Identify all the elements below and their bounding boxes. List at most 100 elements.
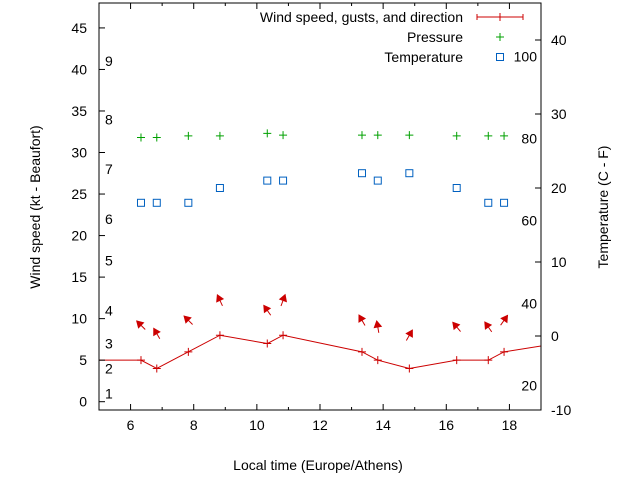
- wind-direction-arrow: [484, 321, 493, 333]
- fahrenheit-label: 20: [521, 378, 537, 394]
- arrow-head: [452, 321, 461, 331]
- arrow-head: [278, 293, 287, 303]
- legend-wind-marker: [496, 13, 504, 21]
- temperature-point: [215, 184, 224, 192]
- y-tick-label: 40: [71, 61, 87, 77]
- y2-tick-label: 20: [551, 180, 567, 196]
- pressure-point: [215, 131, 224, 140]
- beaufort-label: 1: [105, 385, 113, 401]
- y2-axis-label: Temperature (C - F): [595, 146, 611, 269]
- y-tick-label: 25: [71, 186, 87, 202]
- beaufort-label: 3: [105, 336, 113, 352]
- y-tick-label: 20: [71, 228, 87, 244]
- wind-direction-arrow: [153, 327, 161, 340]
- legend-label: Pressure: [407, 29, 463, 45]
- arrow-head: [183, 315, 192, 324]
- legend-temperature-marker: [496, 53, 504, 61]
- temperature-point: [136, 198, 145, 207]
- y-tick-label: 0: [79, 394, 87, 410]
- wind-direction-arrow: [263, 304, 272, 316]
- arrow-head: [153, 327, 161, 337]
- wind-direction-arrow: [216, 294, 225, 307]
- wind-speed-point: [357, 347, 366, 356]
- wind-direction-arrow: [405, 329, 413, 341]
- plot-series: [99, 129, 541, 373]
- legend-pressure-marker: [496, 33, 504, 41]
- wind-speed-point: [500, 347, 509, 356]
- arrow-head: [136, 320, 145, 329]
- beaufort-label: 7: [105, 161, 113, 177]
- temperature-point: [373, 176, 382, 185]
- wind-direction-arrow: [358, 314, 367, 326]
- wind-speed-point: [279, 331, 288, 340]
- y-tick-label: 45: [71, 20, 87, 36]
- temperature-point: [279, 176, 288, 185]
- pressure-point: [373, 131, 382, 140]
- arrow-head: [484, 321, 493, 330]
- wind-speed-point: [263, 339, 272, 348]
- fahrenheit-label: 80: [521, 130, 537, 146]
- temperature-point: [263, 176, 272, 185]
- y-tick-label: 30: [71, 145, 87, 161]
- pressure-point: [279, 131, 288, 140]
- wind-direction-arrow: [452, 321, 461, 332]
- wind-direction-arrow: [183, 315, 193, 325]
- temperature-point: [405, 169, 414, 178]
- wind-speed-point: [373, 356, 382, 365]
- y-tick-label: 35: [71, 103, 87, 119]
- pressure-point: [452, 131, 461, 140]
- x-axis-label: Local time (Europe/Athens): [233, 457, 403, 473]
- wind-direction-arrow: [500, 314, 509, 326]
- arrow-head: [405, 329, 413, 338]
- arrow-head: [216, 294, 225, 303]
- temperature-point: [500, 198, 509, 207]
- pressure-point: [136, 133, 145, 142]
- pressure-point: [500, 131, 509, 140]
- x-tick-label: 8: [190, 417, 198, 433]
- temperature-point: [452, 184, 461, 192]
- x-tick-label: 6: [127, 417, 135, 433]
- wind-speed-line: [99, 334, 541, 370]
- arrow-head: [373, 320, 383, 329]
- wind-speed-point: [152, 364, 161, 373]
- wind-speed-point: [215, 331, 224, 340]
- pressure-point: [152, 133, 161, 142]
- beaufort-label: 8: [105, 111, 113, 127]
- y-tick-label: 5: [79, 352, 87, 368]
- arrow-head: [358, 314, 367, 323]
- y2-tick-label: 40: [551, 32, 567, 48]
- wind-speed-point: [452, 356, 461, 365]
- x-tick-label: 14: [375, 417, 391, 433]
- beaufort-label: 2: [105, 360, 113, 376]
- wind-speed-point: [484, 356, 493, 365]
- pressure-point: [484, 131, 493, 140]
- x-tick-label: 16: [438, 417, 454, 433]
- beaufort-label: 9: [105, 53, 113, 69]
- legend-label: Temperature: [384, 49, 463, 65]
- temperature-point: [152, 198, 161, 207]
- arrow-head: [500, 314, 509, 324]
- y2-tick-label: 0: [551, 328, 559, 344]
- y2-tick-label: -10: [551, 402, 571, 418]
- y-axis-label: Wind speed (kt - Beaufort): [27, 125, 43, 288]
- pressure-point: [263, 129, 272, 138]
- temperature-point: [184, 198, 193, 207]
- arrow-head: [263, 304, 272, 314]
- temperature-point: [484, 198, 493, 207]
- temperature-point: [357, 169, 366, 178]
- legend-label: Wind speed, gusts, and direction: [260, 9, 463, 25]
- y2-tick-label: 10: [551, 254, 567, 270]
- pressure-point: [405, 131, 414, 140]
- fahrenheit-label: 60: [521, 213, 537, 229]
- x-tick-label: 18: [502, 417, 518, 433]
- x-tick-label: 12: [312, 417, 328, 433]
- fahrenheit-label: 100: [514, 48, 538, 64]
- fahrenheit-label: 40: [521, 295, 537, 311]
- plot-frame: [98, 2, 542, 411]
- beaufort-label: 6: [105, 211, 113, 227]
- wind-direction-arrow: [373, 320, 383, 333]
- x-tick-label: 10: [249, 417, 265, 433]
- pressure-point: [357, 131, 366, 140]
- wind-speed-point: [136, 356, 145, 365]
